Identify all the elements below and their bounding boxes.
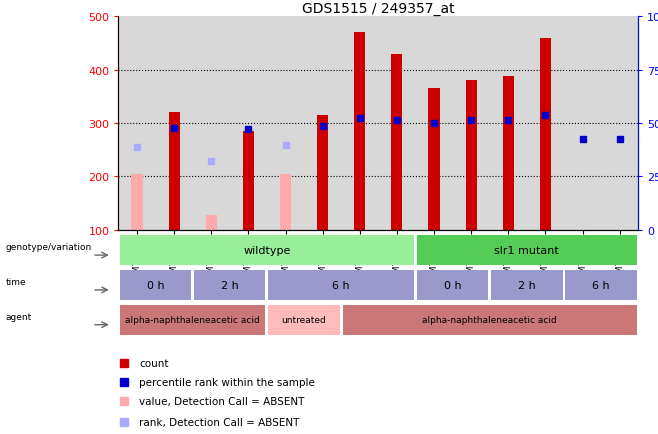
Bar [453, 17, 490, 230]
Bar [206, 215, 217, 230]
Bar [280, 174, 291, 230]
Bar [120, 305, 265, 335]
Text: agent: agent [6, 312, 32, 321]
Text: untreated: untreated [282, 316, 326, 325]
Bar [120, 236, 414, 266]
Text: alpha-naphthaleneacetic acid: alpha-naphthaleneacetic acid [422, 316, 557, 325]
Bar [392, 55, 403, 230]
Text: 2 h: 2 h [221, 280, 239, 290]
Bar [417, 270, 488, 300]
Bar [194, 270, 265, 300]
Text: 6 h: 6 h [592, 280, 610, 290]
Bar [343, 305, 637, 335]
Text: genotype/variation: genotype/variation [6, 243, 92, 252]
Text: value, Detection Call = ABSENT: value, Detection Call = ABSENT [139, 396, 305, 406]
Bar [601, 17, 638, 230]
Text: 2 h: 2 h [518, 280, 536, 290]
Bar [132, 174, 143, 230]
Text: 6 h: 6 h [332, 280, 350, 290]
Bar [490, 17, 527, 230]
Bar [503, 77, 514, 230]
Bar [230, 17, 267, 230]
Title: GDS1515 / 249357_at: GDS1515 / 249357_at [302, 2, 455, 16]
Bar [168, 113, 180, 230]
Text: 0 h: 0 h [443, 280, 461, 290]
Text: rank, Detection Call = ABSENT: rank, Detection Call = ABSENT [139, 417, 299, 427]
Bar [304, 17, 342, 230]
Bar [492, 270, 563, 300]
Bar [317, 116, 328, 230]
Bar [267, 17, 304, 230]
Bar [378, 17, 415, 230]
Text: percentile rank within the sample: percentile rank within the sample [139, 377, 315, 387]
Bar [354, 33, 365, 230]
Bar [527, 17, 564, 230]
Text: slr1 mutant: slr1 mutant [495, 246, 559, 256]
Text: time: time [6, 278, 26, 286]
Bar [417, 236, 637, 266]
Bar [120, 270, 191, 300]
Bar [564, 17, 601, 230]
Bar [155, 17, 193, 230]
Bar [268, 270, 414, 300]
Bar [268, 305, 340, 335]
Bar [540, 39, 551, 230]
Bar [565, 270, 637, 300]
Bar [118, 17, 155, 230]
Bar [466, 81, 477, 230]
Bar [428, 89, 440, 230]
Bar [342, 17, 378, 230]
Bar [193, 17, 230, 230]
Text: count: count [139, 358, 168, 368]
Text: 0 h: 0 h [147, 280, 164, 290]
Bar [243, 132, 254, 230]
Text: wildtype: wildtype [243, 246, 291, 256]
Text: alpha-naphthaleneacetic acid: alpha-naphthaleneacetic acid [125, 316, 260, 325]
Bar [415, 17, 453, 230]
